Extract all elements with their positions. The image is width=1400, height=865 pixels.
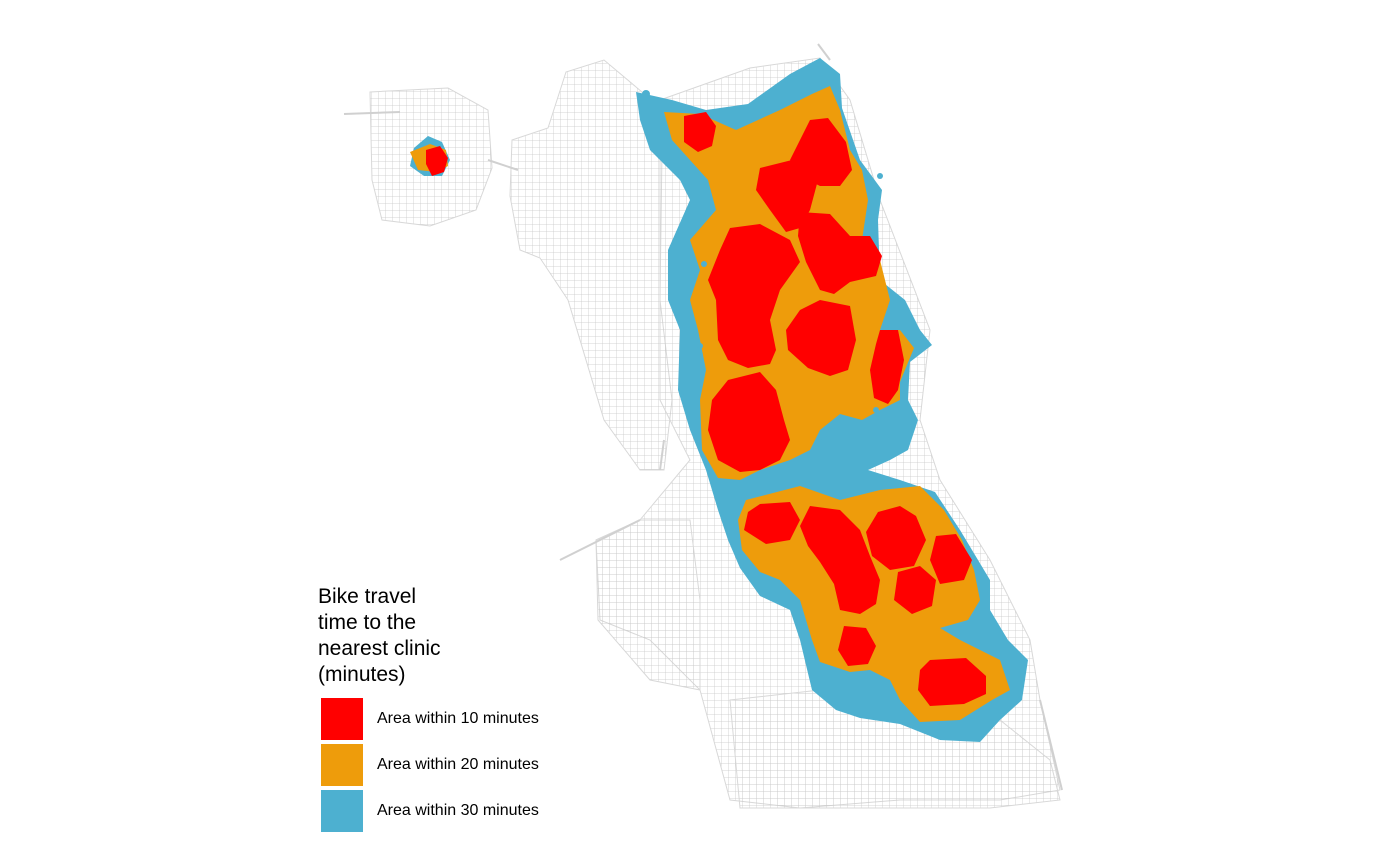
zone-10-minutes [426,112,986,706]
legend-item-10-minutes: Area within 10 minutes [318,696,618,742]
legend-item-20-minutes: Area within 20 minutes [318,742,618,788]
map-legend: Bike travel time to the nearest clinic (… [318,584,618,834]
zone-edge-dots [642,90,883,499]
highways [343,43,1063,791]
legend-label-30: Area within 30 minutes [377,802,539,819]
legend-swatch-20 [321,744,363,786]
legend-item-30-minutes: Area within 30 minutes [318,788,618,834]
legend-swatch-10 [321,698,363,740]
legend-title: Bike travel time to the nearest clinic (… [318,585,441,686]
legend-label-20: Area within 20 minutes [377,756,539,773]
legend-label-10: Area within 10 minutes [377,710,539,727]
legend-swatch-30 [321,790,363,832]
